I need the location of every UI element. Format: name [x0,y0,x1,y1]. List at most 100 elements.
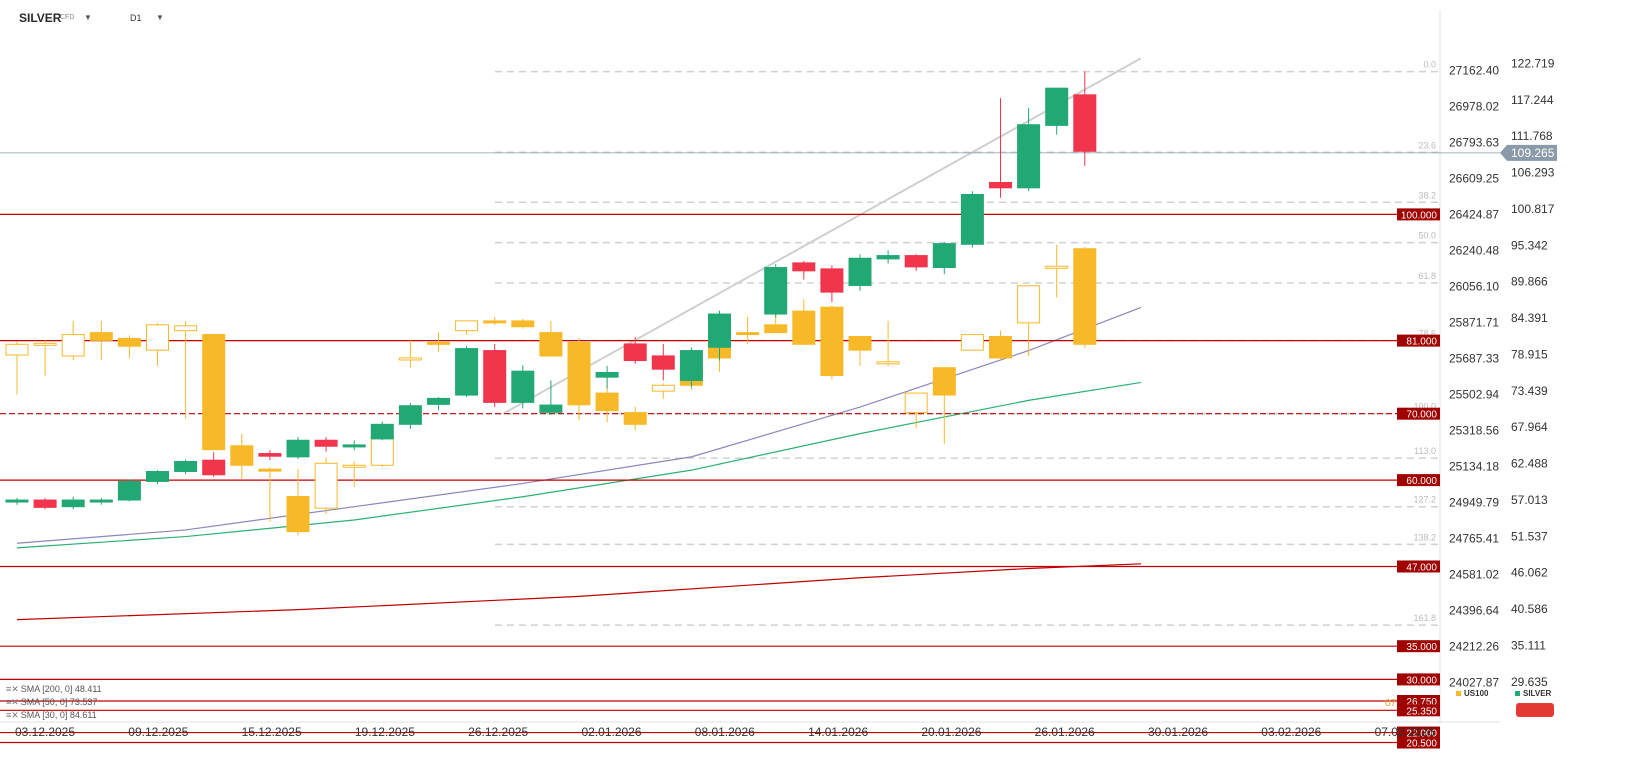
us100-axis-tick-label: 24396.64 [1449,603,1499,617]
silver-candle-body [989,182,1012,189]
silver-candle-body [5,499,29,503]
horizontal-level-badge [1397,208,1440,221]
us100-candle-body [258,468,282,472]
us100-candle-body [174,325,198,332]
horizontal-level-badge [1397,474,1440,487]
x-axis-tick-label: 20.01.2026 [921,725,981,739]
right-axis-tick-label: 46.062 [1511,566,1548,580]
us100-candle-body [202,334,226,451]
horizontal-level-label: 25.350 [1406,706,1437,717]
silver-candle-body [146,470,169,482]
us100-candle-body [286,495,310,533]
us100-candle-body [5,343,29,356]
x-axis-tick-label: 08.01.2026 [695,725,755,739]
horizontal-level-badge [1397,640,1440,653]
right-axis-tick-label: 89.866 [1511,275,1548,289]
legend-swatch [1456,691,1461,697]
right-axis-tick-label: 40.586 [1511,602,1548,616]
right-axis-tick-label: 100.817 [1511,202,1555,216]
us100-candle-body [89,332,113,341]
silver-candle-body [876,255,900,260]
indicator-sma-50[interactable]: ≡✕ SMA [50, 0] 73.537 [6,697,98,707]
us100-axis-tick-label: 26424.87 [1449,208,1499,222]
indicator-sma-30[interactable]: ≡✕ SMA [30, 0] 84.611 [6,710,97,720]
us100-candle-body [932,367,956,396]
compare-color-button[interactable] [1516,703,1554,717]
silver-candle-body [511,370,535,403]
x-axis-tick-label: 03.12.2025 [15,725,75,739]
indicator-remove-icon[interactable]: ≡✕ [6,710,19,720]
indicator-sma-200[interactable]: ≡✕ SMA [200, 0] 48.411 [6,684,102,694]
legend-item-us100[interactable]: US100 [1456,689,1488,698]
silver-candle-body [708,313,731,348]
us100-candle-body [483,320,507,324]
horizontal-level-label: 70.000 [1406,410,1437,421]
symbol-name[interactable]: SILVER [19,11,62,25]
x-axis-tick-label: 15.12.2025 [242,725,302,739]
us100-candle-body [427,341,450,345]
us100-candle-body [33,342,57,346]
right-axis-tick-label: 122.719 [1511,56,1555,70]
symbol-chevron-down-icon[interactable]: ▼ [84,13,92,22]
us100-candle-body [623,412,647,425]
us100-candle-body [455,320,479,332]
right-axis-tick-label: 111.768 [1511,129,1553,143]
fib-level-label: 100.0 [1413,402,1436,412]
right-axis-tick-label: 84.391 [1511,311,1548,325]
silver-candle-body [1017,124,1041,189]
us100-axis-tick-label: 26056.10 [1449,280,1499,294]
timeframe-chevron-down-icon[interactable]: ▼ [156,13,164,22]
indicator-remove-icon[interactable]: ≡✕ [6,697,19,707]
us100-candle-body [1073,248,1097,345]
silver-candle-body [342,444,366,448]
legend-item-silver[interactable]: SILVER [1515,689,1551,698]
instrument-type: CFD [60,14,75,21]
us100-axis-tick-label: 26240.48 [1449,244,1499,258]
us100-axis-tick-label: 24581.02 [1449,567,1499,581]
fib-level-label: 127.2 [1413,495,1436,505]
horizontal-level-label: 100.000 [1401,210,1438,221]
silver-candle-body [651,355,675,370]
silver-candle-body [792,262,816,272]
silver-candle-body [314,439,338,447]
us100-candle-body [848,336,872,351]
us100-axis-tick-label: 24027.87 [1449,675,1499,689]
silver-candle-body [679,350,703,381]
fib-level-label: 38.2 [1418,190,1436,200]
us100-candle-body [764,324,788,334]
sma-50-line [16,381,1142,549]
silver-candle-body [848,257,872,286]
us100-axis-tick-label: 25871.71 [1449,316,1499,330]
timeframe-selector[interactable]: D1 [130,13,142,23]
cut-off-label: 07 [1385,698,1397,709]
x-axis-tick-label: 19.12.2025 [355,725,415,739]
us100-candle-body [989,336,1012,359]
us100-candle-body [904,392,928,414]
horizontal-level-badge [1397,736,1440,749]
x-axis-tick-label: 30.01.2026 [1148,725,1208,739]
us100-candle-body [146,324,169,351]
x-axis-tick-label: 14.01.2026 [808,725,868,739]
right-axis-tick-label: 73.439 [1511,384,1548,398]
silver-candle-body [932,243,956,269]
right-axis-tick-label: 51.537 [1511,529,1548,543]
indicator-remove-icon[interactable]: ≡✕ [6,684,19,694]
silver-candle-body [61,499,85,508]
horizontal-level-label: 81.000 [1406,337,1437,348]
us100-candle-body [230,445,254,466]
horizontal-level-badge [1397,704,1440,717]
horizontal-level-badge [1397,673,1440,686]
fib-level-label: 0.0 [1423,60,1436,70]
us100-axis-tick-label: 27162.40 [1449,64,1499,78]
current-price-label: 109.265 [1511,146,1555,160]
us100-candle-body [1045,265,1069,269]
silver-candle-body [202,459,226,476]
right-axis-tick-label: 106.293 [1511,166,1555,180]
silver-candle-body [820,268,844,293]
silver-candle-body [117,480,141,501]
x-axis-tick-label: 26.12.2025 [468,725,528,739]
silver-candle-body [89,499,113,503]
x-axis-tick-label: 07.02.2026 [1375,725,1435,739]
us100-candle-body [1017,285,1041,324]
